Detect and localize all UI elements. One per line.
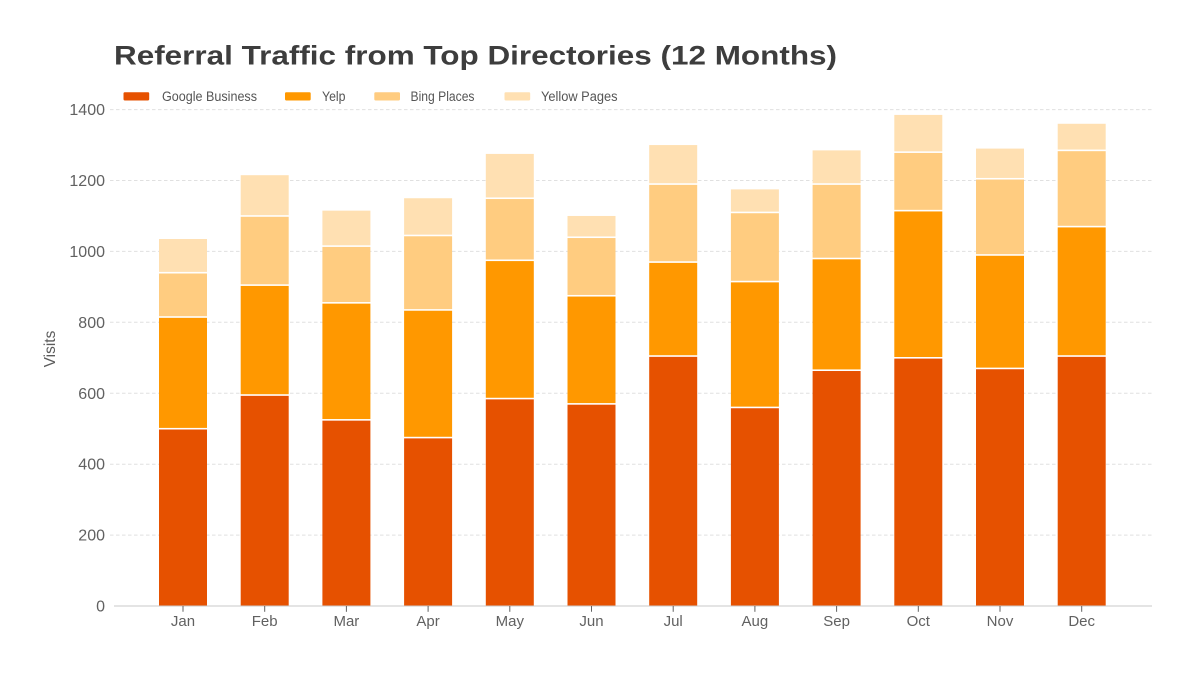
- svg-text:1200: 1200: [69, 173, 105, 190]
- svg-text:Dec: Dec: [1068, 613, 1095, 630]
- svg-text:Visits: Visits: [42, 330, 59, 367]
- svg-text:Bing Places: Bing Places: [411, 89, 475, 104]
- svg-text:600: 600: [78, 386, 105, 403]
- svg-text:Yellow Pages: Yellow Pages: [541, 89, 618, 104]
- svg-text:Referral Traffic from Top Dire: Referral Traffic from Top Directories (1…: [114, 41, 837, 71]
- svg-text:1400: 1400: [69, 102, 105, 119]
- svg-text:200: 200: [78, 528, 105, 545]
- svg-text:Feb: Feb: [252, 613, 278, 630]
- svg-text:800: 800: [78, 315, 105, 332]
- svg-text:Nov: Nov: [987, 613, 1014, 630]
- svg-text:Mar: Mar: [333, 613, 359, 630]
- svg-text:Aug: Aug: [742, 613, 769, 630]
- svg-text:Jan: Jan: [171, 613, 195, 630]
- svg-text:0: 0: [96, 599, 105, 616]
- svg-text:Sep: Sep: [823, 613, 850, 630]
- svg-text:Jun: Jun: [579, 613, 603, 630]
- svg-text:Oct: Oct: [907, 613, 931, 630]
- svg-text:Apr: Apr: [416, 613, 439, 630]
- svg-text:Google Business: Google Business: [162, 89, 257, 104]
- svg-text:Yelp: Yelp: [322, 89, 346, 104]
- svg-text:400: 400: [78, 457, 105, 474]
- svg-text:Jul: Jul: [664, 613, 683, 630]
- svg-text:May: May: [496, 613, 525, 630]
- svg-text:1000: 1000: [69, 244, 105, 261]
